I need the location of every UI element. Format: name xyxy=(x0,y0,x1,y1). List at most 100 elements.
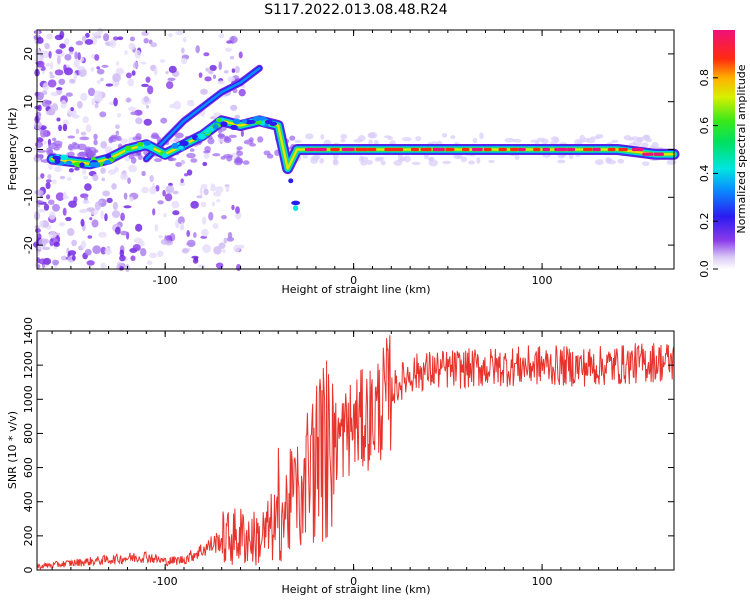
noise-blob xyxy=(173,100,182,110)
noise-blob xyxy=(141,83,149,88)
noise-blob xyxy=(102,190,111,197)
halo-blob xyxy=(594,159,604,166)
halo-blob xyxy=(305,133,314,140)
noise-blob xyxy=(74,167,80,171)
spectral-blob xyxy=(55,155,61,161)
colorbar-tick-label: 0.4 xyxy=(698,165,711,183)
y-tick-label: 20 xyxy=(22,47,35,61)
halo-blob xyxy=(154,158,163,163)
halo-blob xyxy=(320,134,325,140)
noise-blob xyxy=(91,32,101,37)
noise-blob xyxy=(175,162,183,167)
noise-blob xyxy=(208,70,214,75)
noise-blob xyxy=(82,199,90,204)
halo-blob xyxy=(263,150,271,156)
noise-blob xyxy=(149,175,154,183)
noise-blob xyxy=(125,97,132,103)
halo-blob xyxy=(212,153,221,157)
noise-blob xyxy=(96,80,101,84)
halo-blob xyxy=(415,136,422,142)
colorbar-ticks: 0.0 0.2 0.4 0.6 0.8 xyxy=(698,69,718,278)
noise-blob xyxy=(84,248,92,256)
halo-blob xyxy=(579,134,586,142)
halo-blob xyxy=(68,143,74,151)
noise-blob xyxy=(104,213,108,222)
noise-blob xyxy=(94,54,100,61)
noise-blob xyxy=(123,192,128,200)
noise-blob xyxy=(87,235,93,239)
spectral-blob xyxy=(204,129,210,135)
noise-blob xyxy=(234,114,241,119)
noise-blob xyxy=(58,78,66,85)
noise-blob xyxy=(241,84,246,89)
noise-blob xyxy=(86,260,95,266)
noise-blob xyxy=(94,103,99,109)
spectral-blob xyxy=(212,124,219,130)
noise-blob xyxy=(80,240,87,249)
noise-blob xyxy=(62,191,67,199)
noise-blob xyxy=(165,71,169,75)
noise-blob xyxy=(69,51,74,55)
noise-blob xyxy=(47,199,55,205)
noise-blob xyxy=(128,164,138,173)
y-tick-label: -20 xyxy=(22,236,35,254)
noise-blob xyxy=(37,138,44,142)
halo-blob xyxy=(135,133,142,140)
noise-blob xyxy=(109,39,117,48)
halo-blob xyxy=(512,138,522,143)
noise-blob xyxy=(120,138,128,144)
noise-blob xyxy=(71,114,80,119)
halo-blob xyxy=(207,137,215,145)
noise-blob xyxy=(35,91,44,101)
noise-blob xyxy=(52,203,60,212)
noise-blob xyxy=(175,30,185,36)
noise-blob xyxy=(177,216,185,225)
halo-blob xyxy=(77,151,87,159)
noise-blob xyxy=(76,100,83,109)
noise-blob xyxy=(140,247,147,257)
noise-blob xyxy=(160,117,168,124)
colorbar-tick-label: 0.2 xyxy=(698,212,711,230)
y-tick-label: 200 xyxy=(22,525,35,546)
spectral-blob xyxy=(242,119,248,124)
halo-blob xyxy=(150,134,160,140)
noise-blob xyxy=(42,246,51,251)
noise-blob xyxy=(43,140,47,145)
noise-blob xyxy=(180,221,184,230)
halo-blob xyxy=(468,160,475,165)
noise-blob xyxy=(80,208,86,213)
noise-blob xyxy=(180,159,186,165)
noise-blob xyxy=(145,104,149,109)
snr-x-ticks: -100 0 100 xyxy=(51,331,675,588)
snr-x-label: Height of straight line (km) xyxy=(281,583,430,596)
halo-blob xyxy=(242,160,250,165)
noise-blob xyxy=(51,179,57,184)
noise-blob xyxy=(190,200,199,209)
spectral-blob xyxy=(292,205,299,212)
noise-blob xyxy=(135,223,143,232)
halo-blob xyxy=(289,135,296,141)
halo-blob xyxy=(368,131,378,139)
noise-blob xyxy=(74,51,79,60)
noise-blob xyxy=(130,255,136,262)
noise-blob xyxy=(208,211,214,221)
halo-blob xyxy=(617,158,625,164)
noise-blob xyxy=(165,185,175,193)
noise-blob xyxy=(91,219,99,228)
noise-blob xyxy=(84,38,94,45)
noise-blob xyxy=(222,249,226,253)
noise-blob xyxy=(240,130,244,137)
spectral-blob xyxy=(59,154,69,161)
noise-blob xyxy=(37,208,46,213)
noise-blob xyxy=(112,201,119,211)
spectrogram-x-ticks: -100 0 100 xyxy=(51,30,675,287)
halo-blob xyxy=(428,159,439,167)
noise-blob xyxy=(117,36,124,41)
spectral-blob xyxy=(255,120,262,125)
noise-blob xyxy=(157,200,164,205)
noise-blob xyxy=(165,81,174,90)
noise-blob xyxy=(171,200,180,209)
noise-blob xyxy=(180,178,184,184)
noise-blob xyxy=(194,256,199,261)
